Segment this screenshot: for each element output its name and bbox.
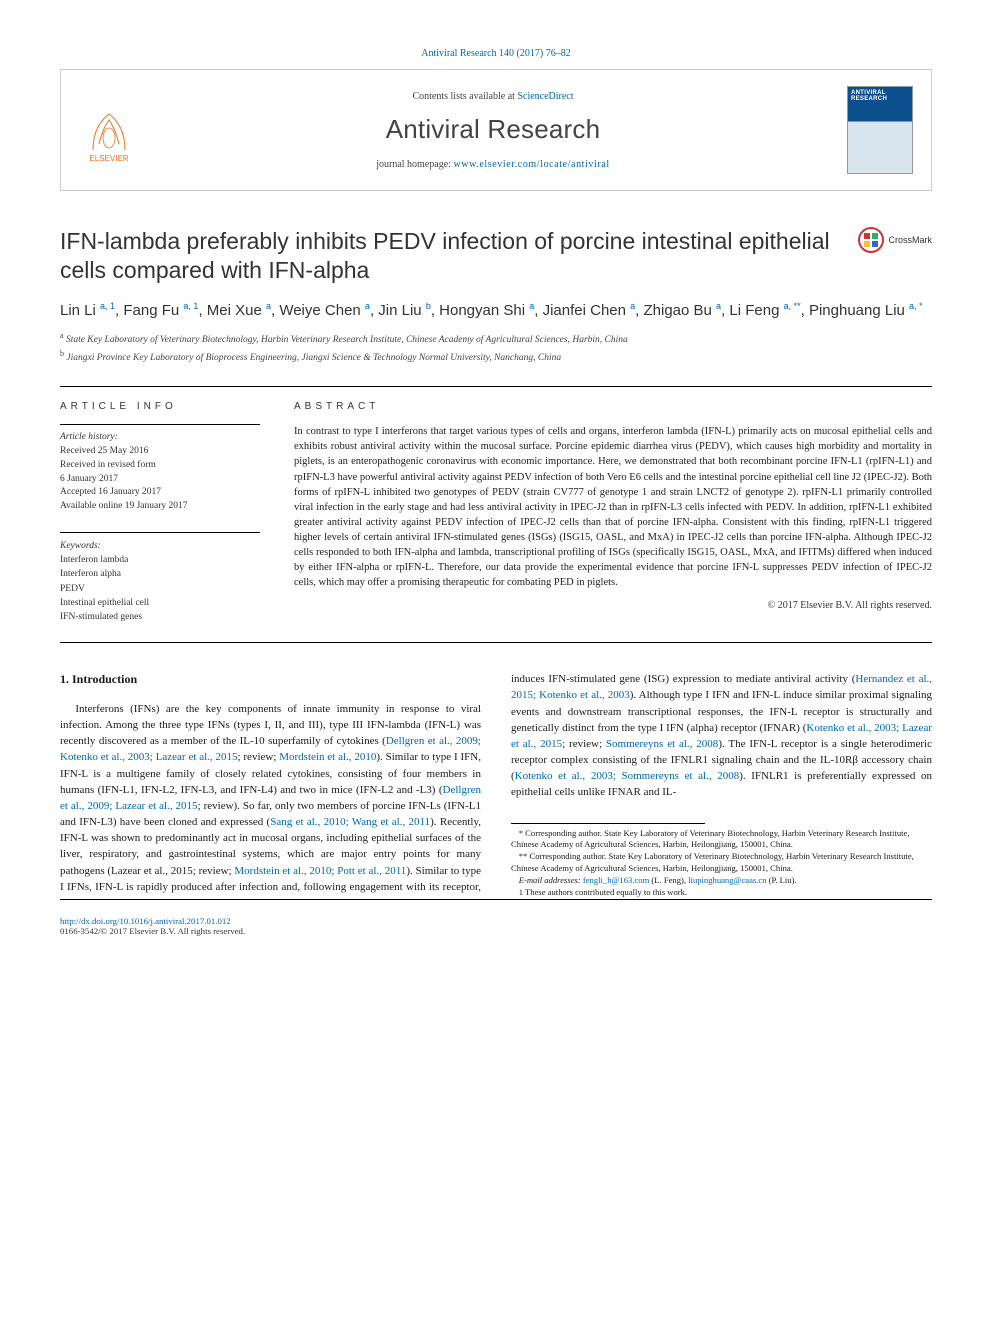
citation-link[interactable]: Mordstein et al., 2010; Pott et al., 201… (234, 865, 406, 877)
abstract-column: abstract In contrast to type I interfero… (294, 401, 932, 624)
citation-link[interactable]: Mordstein et al., 2010 (279, 751, 376, 763)
footnotes: * Corresponding author. State Key Labora… (511, 828, 932, 899)
article-info-heading: article info (60, 401, 260, 412)
citation-link[interactable]: Sommereyns et al., 2008 (606, 738, 718, 750)
doi-link[interactable]: http://dx.doi.org/10.1016/j.antiviral.20… (60, 916, 231, 926)
keywords-list: Interferon lambdaInterferon alphaPEDVInt… (60, 553, 260, 624)
elsevier-wordmark: ELSEVIER (89, 154, 128, 163)
article-history: Received 25 May 2016Received in revised … (60, 445, 260, 514)
abstract-copyright: © 2017 Elsevier B.V. All rights reserved… (294, 600, 932, 611)
citation-link[interactable]: Kotenko et al., 2003; Lazear et al., 201… (511, 722, 932, 750)
journal-homepage-line: journal homepage: www.elsevier.com/locat… (155, 159, 831, 170)
article-info-column: article info Article history: Received 2… (60, 401, 260, 624)
body-two-column: 1. Introduction Interferons (IFNs) are t… (60, 671, 932, 898)
citation-link[interactable]: Dellgren et al., 2009; Lazear et al., 20… (60, 784, 481, 812)
affiliations: a State Key Laboratory of Veterinary Bio… (60, 330, 932, 366)
section-heading-introduction: 1. Introduction (60, 671, 481, 689)
citation-link[interactable]: Sang et al., 2010; Wang et al., 2011 (270, 816, 430, 828)
journal-name: Antiviral Research (155, 114, 831, 145)
citation-link[interactable]: Dellgren et al., 2009; Kotenko et al., 2… (60, 735, 481, 763)
bottom-rule (60, 899, 932, 900)
email-link[interactable]: fengli_h@163.com (583, 875, 649, 885)
crossmark-badge[interactable]: CrossMark (858, 227, 932, 253)
citation-link[interactable]: Hernandez et al., 2015; Kotenko et al., … (511, 673, 932, 701)
author-list: Lin Li a, 1, Fang Fu a, 1, Mei Xue a, We… (60, 300, 932, 323)
doi-copyright-line: http://dx.doi.org/10.1016/j.antiviral.20… (60, 916, 932, 936)
crossmark-label: CrossMark (888, 235, 932, 245)
journal-cover-thumbnail: ANTIVIRAL RESEARCH (847, 86, 913, 174)
citation-link[interactable]: Lazear et al., 2015 (156, 751, 238, 763)
issn-copyright: 0166-3542/© 2017 Elsevier B.V. All right… (60, 926, 245, 936)
contents-lists-line: Contents lists available at ScienceDirec… (155, 91, 831, 102)
elsevier-logo: ELSEVIER (79, 97, 139, 163)
sciencedirect-link[interactable]: ScienceDirect (517, 91, 573, 102)
article-title: IFN-lambda preferably inhibits PEDV infe… (60, 227, 842, 286)
keywords-label: Keywords: (60, 539, 260, 553)
abstract-text: In contrast to type I interferons that t… (294, 424, 932, 590)
journal-header: ELSEVIER Contents lists available at Sci… (60, 69, 932, 191)
article-history-label: Article history: (60, 431, 260, 445)
citation-line: Antiviral Research 140 (2017) 76–82 (60, 48, 932, 59)
abstract-heading: abstract (294, 401, 932, 412)
email-link[interactable]: liupinghuang@caas.cn (688, 875, 766, 885)
crossmark-icon (858, 227, 884, 253)
journal-homepage-link[interactable]: www.elsevier.com/locate/antiviral (453, 159, 609, 170)
divider (60, 642, 932, 643)
footnote-rule (511, 823, 705, 824)
citation-link[interactable]: Kotenko et al., 2003; Sommereyns et al.,… (515, 770, 740, 782)
